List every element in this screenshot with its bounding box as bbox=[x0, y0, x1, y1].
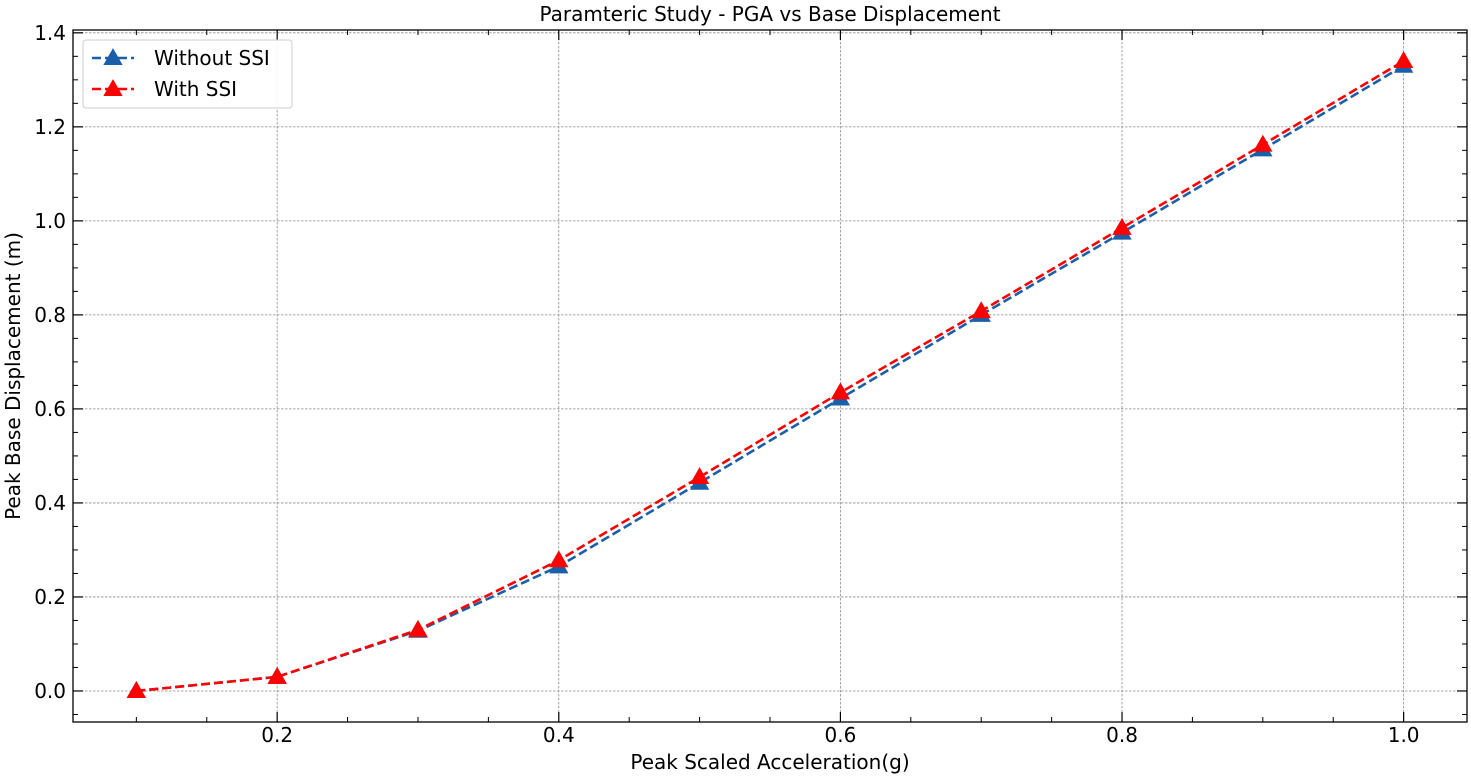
data-point bbox=[408, 619, 428, 637]
x-tick-label: 0.6 bbox=[824, 723, 856, 747]
legend-label: Without SSI bbox=[154, 46, 270, 70]
plot-frame bbox=[72, 29, 1468, 723]
data-point bbox=[1112, 217, 1132, 235]
legend-box bbox=[82, 39, 293, 109]
x-tick-label: 0.4 bbox=[543, 723, 575, 747]
legend-label: With SSI bbox=[154, 77, 237, 101]
data-point bbox=[830, 382, 851, 400]
x-tick-label: 0.8 bbox=[1106, 723, 1138, 747]
data-point bbox=[1253, 134, 1273, 152]
y-tick-label: 0.0 bbox=[34, 679, 66, 703]
legend-item: With SSI bbox=[92, 77, 237, 101]
series-layer bbox=[126, 51, 1414, 698]
y-tick-label: 0.4 bbox=[34, 491, 66, 515]
y-axis-title: Peak Base Displacement (m) bbox=[1, 232, 25, 520]
chart-title: Paramteric Study - PGA vs Base Displacem… bbox=[539, 2, 1000, 26]
y-axis-tick-labels: 0.0 0.2 0.4 0.6 0.8 1.0 1.2 1.4 bbox=[34, 21, 66, 703]
series-line bbox=[136, 59, 1405, 693]
x-axis-tick-labels: 0.2 0.4 0.6 0.8 1.0 bbox=[261, 723, 1419, 747]
data-point bbox=[971, 301, 991, 319]
x-tick-label: 1.0 bbox=[1388, 723, 1420, 747]
grid bbox=[73, 30, 1467, 722]
y-tick-label: 1.2 bbox=[34, 115, 66, 139]
y-tick-label: 0.2 bbox=[34, 585, 66, 609]
x-axis-title: Peak Scaled Acceleration(g) bbox=[630, 750, 909, 774]
legend: Without SSI With SSI bbox=[82, 39, 293, 109]
data-point bbox=[126, 681, 147, 698]
series-without-ssi bbox=[126, 55, 1414, 698]
data-point bbox=[549, 550, 569, 568]
data-point bbox=[689, 467, 710, 485]
y-tick-label: 0.6 bbox=[34, 397, 66, 421]
legend-marker bbox=[103, 48, 123, 65]
data-point bbox=[1393, 51, 1414, 69]
data-point bbox=[267, 666, 287, 684]
y-tick-label: 0.8 bbox=[34, 303, 66, 327]
series-with-ssi bbox=[126, 51, 1414, 698]
x-tick-label: 0.2 bbox=[261, 723, 293, 747]
y-tick-label: 1.4 bbox=[34, 21, 66, 45]
legend-marker bbox=[103, 79, 123, 96]
legend-item: Without SSI bbox=[92, 46, 270, 70]
axis-ticks bbox=[73, 30, 1467, 722]
y-tick-label: 1.0 bbox=[34, 209, 66, 233]
